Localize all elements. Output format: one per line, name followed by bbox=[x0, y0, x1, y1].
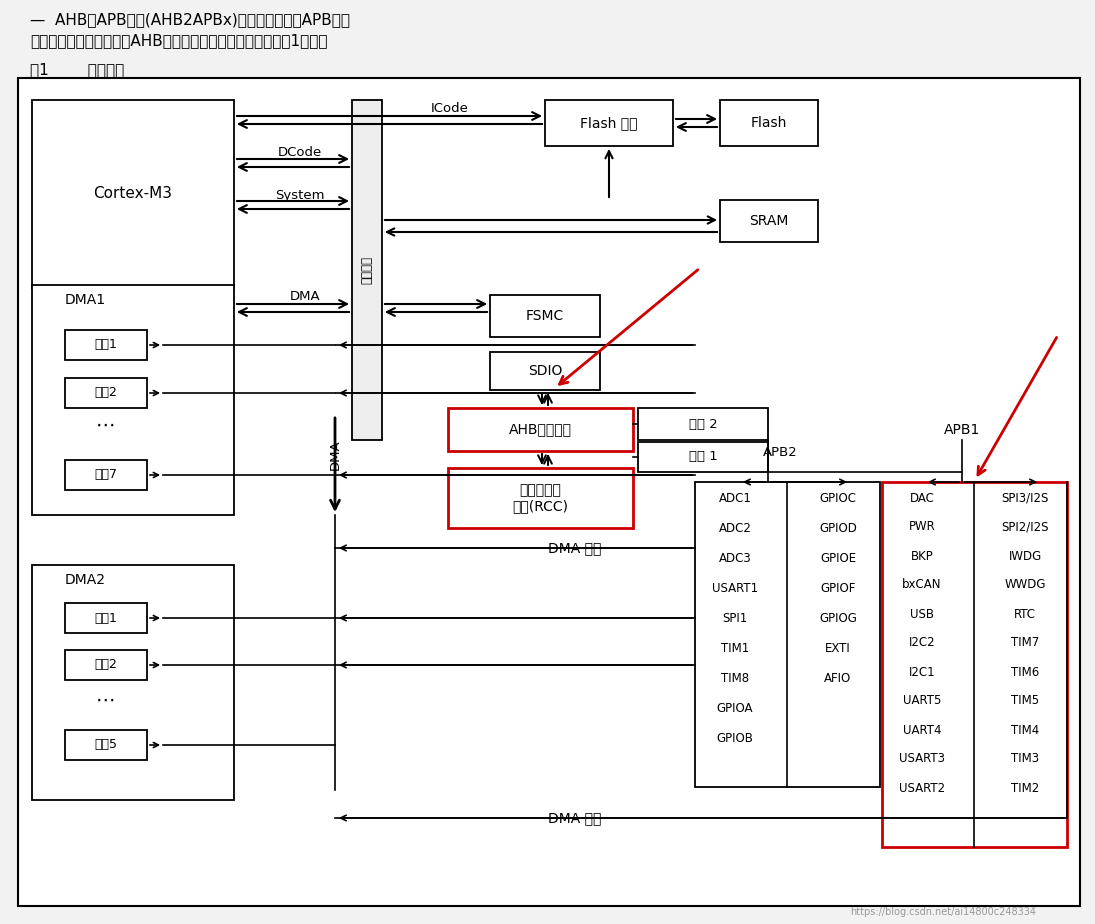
Bar bbox=[489, 352, 600, 390]
Text: EXTI: EXTI bbox=[826, 641, 851, 654]
Text: TIM4: TIM4 bbox=[1011, 723, 1039, 736]
Bar bbox=[695, 482, 880, 787]
Text: ADC1: ADC1 bbox=[718, 492, 751, 505]
Text: 通道7: 通道7 bbox=[94, 468, 117, 481]
Text: GPIOC: GPIOC bbox=[819, 492, 856, 505]
Text: TIM3: TIM3 bbox=[1011, 752, 1039, 765]
Text: AFIO: AFIO bbox=[825, 672, 852, 685]
Text: ⋯: ⋯ bbox=[96, 416, 116, 434]
Text: USB: USB bbox=[910, 607, 934, 621]
Bar bbox=[18, 78, 1080, 906]
Bar bbox=[638, 408, 768, 440]
Bar bbox=[65, 650, 147, 680]
Text: AHB系统总线: AHB系统总线 bbox=[508, 422, 572, 436]
Text: 图1        系统结构: 图1 系统结构 bbox=[30, 62, 124, 77]
Text: USART1: USART1 bbox=[712, 581, 758, 594]
Text: DAC: DAC bbox=[910, 492, 934, 505]
Bar bbox=[32, 565, 234, 800]
Bar bbox=[448, 468, 633, 528]
Text: DMA 请求: DMA 请求 bbox=[549, 811, 601, 825]
Bar bbox=[65, 603, 147, 633]
Text: DMA: DMA bbox=[290, 289, 321, 302]
Text: TIM5: TIM5 bbox=[1011, 695, 1039, 708]
Bar bbox=[688, 477, 1076, 852]
Text: ADC2: ADC2 bbox=[718, 521, 751, 534]
Text: 复位和时钟
控制(RCC): 复位和时钟 控制(RCC) bbox=[512, 483, 568, 513]
Bar bbox=[32, 285, 234, 515]
Text: SPI3/I2S: SPI3/I2S bbox=[1001, 492, 1049, 505]
Text: GPIOG: GPIOG bbox=[819, 612, 857, 625]
Bar bbox=[545, 100, 673, 146]
Bar bbox=[448, 408, 633, 451]
Bar bbox=[65, 330, 147, 360]
Text: Flash 接口: Flash 接口 bbox=[580, 116, 637, 130]
Text: GPIOA: GPIOA bbox=[717, 701, 753, 714]
Bar bbox=[65, 460, 147, 490]
Text: GPIOF: GPIOF bbox=[820, 581, 855, 594]
Text: DMA 请求: DMA 请求 bbox=[549, 541, 601, 555]
Text: RTC: RTC bbox=[1014, 607, 1036, 621]
Bar bbox=[638, 442, 768, 472]
Text: 通道2: 通道2 bbox=[94, 386, 117, 399]
Text: DCode: DCode bbox=[278, 145, 322, 159]
Text: I2C2: I2C2 bbox=[909, 637, 935, 650]
Text: Cortex-M3: Cortex-M3 bbox=[93, 187, 173, 201]
Text: USART2: USART2 bbox=[899, 782, 945, 795]
Text: BKP: BKP bbox=[911, 550, 933, 563]
Text: UART5: UART5 bbox=[902, 695, 942, 708]
Text: TIM7: TIM7 bbox=[1011, 637, 1039, 650]
Text: ICode: ICode bbox=[431, 102, 469, 115]
Bar bbox=[721, 100, 818, 146]
Text: GPIOE: GPIOE bbox=[820, 552, 856, 565]
Bar bbox=[881, 482, 1067, 847]
Text: GPIOB: GPIOB bbox=[716, 732, 753, 745]
Text: SDIO: SDIO bbox=[528, 364, 562, 378]
Text: 桥接 1: 桥接 1 bbox=[689, 451, 717, 464]
Bar bbox=[721, 200, 818, 242]
Text: WWDG: WWDG bbox=[1004, 578, 1046, 591]
Text: ⋯: ⋯ bbox=[96, 690, 116, 710]
Text: TIM6: TIM6 bbox=[1011, 665, 1039, 678]
Text: GPIOD: GPIOD bbox=[819, 521, 857, 534]
Text: SPI2/I2S: SPI2/I2S bbox=[1001, 520, 1049, 533]
Text: TIM2: TIM2 bbox=[1011, 782, 1039, 795]
Text: SRAM: SRAM bbox=[749, 214, 788, 228]
Text: DMA1: DMA1 bbox=[65, 293, 106, 307]
Text: UART4: UART4 bbox=[902, 723, 942, 736]
Text: 通道2: 通道2 bbox=[94, 659, 117, 672]
Bar bbox=[32, 100, 234, 288]
Text: SPI1: SPI1 bbox=[723, 612, 748, 625]
Text: DMA2: DMA2 bbox=[65, 573, 106, 587]
Text: 总线矩阵: 总线矩阵 bbox=[360, 256, 373, 284]
Text: 这些都是通过一个多级的AHB总线构架相互连接的，如下图图1所示：: 这些都是通过一个多级的AHB总线构架相互连接的，如下图图1所示： bbox=[30, 33, 327, 48]
Text: bxCAN: bxCAN bbox=[902, 578, 942, 591]
Text: Flash: Flash bbox=[751, 116, 787, 130]
Text: 通道5: 通道5 bbox=[94, 738, 117, 751]
Bar bbox=[351, 100, 382, 440]
Text: IWDG: IWDG bbox=[1008, 550, 1041, 563]
Bar bbox=[65, 730, 147, 760]
Text: I2C1: I2C1 bbox=[909, 665, 935, 678]
Text: TIM1: TIM1 bbox=[721, 641, 749, 654]
Text: DMA: DMA bbox=[328, 440, 342, 470]
Text: —  AHB到APB的桥(AHB2APBx)，它连接所有的APB设备: — AHB到APB的桥(AHB2APBx)，它连接所有的APB设备 bbox=[30, 12, 350, 27]
Text: https://blog.csdn.net/ai14800c248334: https://blog.csdn.net/ai14800c248334 bbox=[850, 907, 1036, 917]
Text: 通道1: 通道1 bbox=[94, 612, 117, 625]
Text: PWR: PWR bbox=[909, 520, 935, 533]
Text: 通道1: 通道1 bbox=[94, 338, 117, 351]
Text: ADC3: ADC3 bbox=[718, 552, 751, 565]
Text: USART3: USART3 bbox=[899, 752, 945, 765]
Text: APB1: APB1 bbox=[944, 423, 980, 437]
Text: TIM8: TIM8 bbox=[721, 672, 749, 685]
Text: APB2: APB2 bbox=[762, 445, 797, 458]
Bar bbox=[65, 378, 147, 408]
Bar bbox=[489, 295, 600, 337]
Text: FSMC: FSMC bbox=[526, 309, 564, 323]
Text: System: System bbox=[275, 188, 325, 201]
Text: 桥接 2: 桥接 2 bbox=[689, 418, 717, 431]
